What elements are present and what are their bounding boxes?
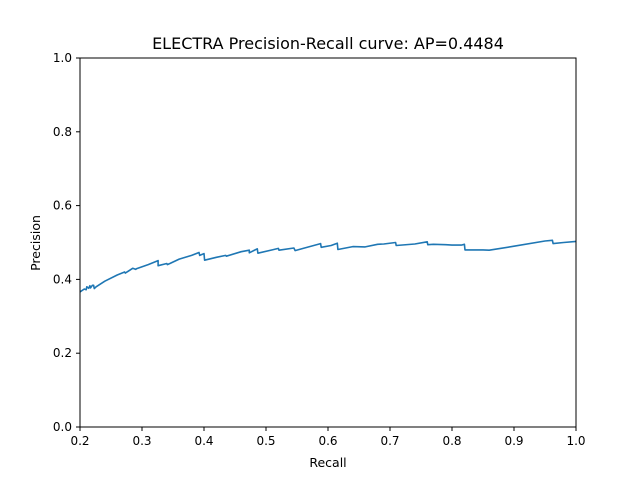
y-tick-label: 0.6 <box>53 199 72 213</box>
y-tick-label: 0.2 <box>53 346 72 360</box>
axes-frame <box>79 57 577 428</box>
x-axis-label: Recall <box>309 455 346 470</box>
x-tick-label: 1.0 <box>566 434 585 448</box>
series-line-0 <box>79 239 577 293</box>
y-tick-label: 0.4 <box>53 272 72 286</box>
y-tick-label: 0.0 <box>53 420 72 434</box>
x-tick-label: 0.7 <box>380 434 399 448</box>
x-tick-label: 0.4 <box>194 434 213 448</box>
x-tick-label: 0.8 <box>442 434 461 448</box>
y-tick-label: 0.8 <box>53 125 72 139</box>
y-tick-label: 1.0 <box>53 51 72 65</box>
plot-area: 0.2 0.3 0.4 0.5 0.6 0.7 0.8 0.9 1.00.00.20.40.60… <box>53 51 586 448</box>
x-tick-label: 0.5 <box>256 434 275 448</box>
y-axis-label: Precision <box>28 215 43 271</box>
chart-title: ELECTRA Precision-Recall curve: AP=0.448… <box>152 34 504 53</box>
x-tick-label: 0.3 <box>132 434 151 448</box>
x-tick-label: 0.9 <box>504 434 523 448</box>
x-tick-label: 0.6 <box>318 434 337 448</box>
x-tick-label: 0.2 <box>70 434 89 448</box>
